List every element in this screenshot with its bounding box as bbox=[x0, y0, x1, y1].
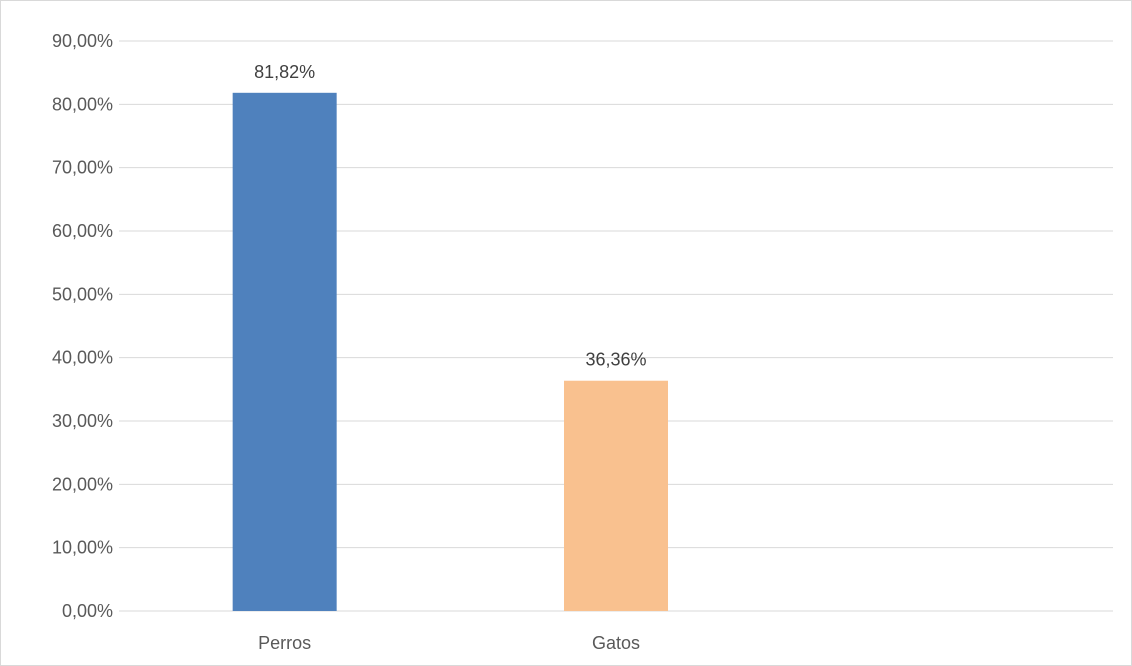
y-tick-label: 30,00% bbox=[52, 411, 113, 431]
data-labels: 81,82% 36,36% bbox=[254, 62, 646, 370]
bar-gatos bbox=[564, 380, 668, 611]
data-label-perros: 81,82% bbox=[254, 62, 315, 82]
x-tick-label-perros: Perros bbox=[258, 633, 311, 653]
y-tick-label: 70,00% bbox=[52, 158, 113, 178]
y-tick-label: 90,00% bbox=[52, 31, 113, 51]
y-tick-label: 0,00% bbox=[62, 601, 113, 621]
y-axis-tick-labels: 0,00% 10,00% 20,00% 30,00% 40,00% 50,00% 60,00… bbox=[52, 31, 113, 621]
y-tick-label: 20,00% bbox=[52, 474, 113, 494]
y-tick-label: 40,00% bbox=[52, 348, 113, 368]
y-tick-label: 50,00% bbox=[52, 284, 113, 304]
y-tick-label: 60,00% bbox=[52, 221, 113, 241]
data-label-gatos: 36,36% bbox=[585, 350, 646, 370]
x-tick-label-gatos: Gatos bbox=[592, 633, 640, 653]
y-tick-label: 10,00% bbox=[52, 538, 113, 558]
x-axis-tick-labels: Perros Gatos bbox=[258, 633, 640, 653]
y-tick-label: 80,00% bbox=[52, 94, 113, 114]
bars bbox=[232, 92, 668, 612]
bar-perros bbox=[232, 92, 337, 612]
